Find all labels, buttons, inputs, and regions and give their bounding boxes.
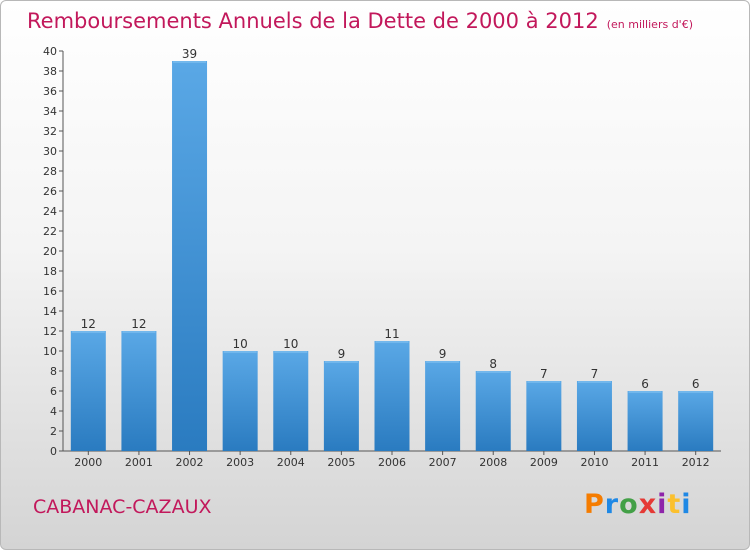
y-tick-label: 20: [43, 245, 57, 258]
data-label-2007: 9: [439, 347, 447, 361]
logo-letter: i: [657, 489, 668, 520]
commune-name: CABANAC-CAZAUX: [33, 496, 212, 518]
x-tick-label-2007: 2007: [429, 456, 457, 469]
x-tick-label-2002: 2002: [176, 456, 204, 469]
bar-2011: [627, 391, 663, 451]
bar-2000: [70, 331, 106, 451]
x-tick-label-2003: 2003: [226, 456, 254, 469]
data-label-2000: 12: [81, 317, 96, 331]
y-tick-label: 22: [43, 225, 57, 238]
x-tick-label-2010: 2010: [580, 456, 608, 469]
y-tick-label: 18: [43, 265, 57, 278]
data-label-2008: 8: [489, 357, 497, 371]
data-label-2003: 10: [233, 337, 248, 351]
data-label-2012: 6: [692, 377, 700, 391]
y-tick-label: 26: [43, 185, 57, 198]
x-tick-label-2012: 2012: [682, 456, 710, 469]
bar-2001: [121, 331, 157, 451]
logo-letter: x: [638, 489, 658, 520]
y-tick-label: 34: [43, 105, 57, 118]
data-label-2006: 11: [384, 327, 399, 341]
chart-unit: (en milliers d'€): [606, 18, 693, 31]
data-label-2011: 6: [641, 377, 649, 391]
x-tick-label-2004: 2004: [277, 456, 305, 469]
bar-2002: [172, 61, 208, 451]
y-tick-label: 16: [43, 285, 57, 298]
data-label-2004: 10: [283, 337, 298, 351]
bar-2003: [222, 351, 258, 451]
data-label-2001: 12: [131, 317, 146, 331]
bar-2007: [425, 361, 461, 451]
x-tick-label-2005: 2005: [327, 456, 355, 469]
y-tick-label: 32: [43, 125, 57, 138]
data-label-2010: 7: [591, 367, 599, 381]
x-tick-label-2011: 2011: [631, 456, 659, 469]
data-label-2009: 7: [540, 367, 548, 381]
chart-title-text: Remboursements Annuels de la Dette de 20…: [27, 9, 599, 33]
bar-2008: [475, 371, 511, 451]
logo-letter: i: [681, 489, 692, 520]
logo-letter: P: [584, 489, 605, 520]
y-tick-label: 30: [43, 145, 57, 158]
logo-letter: o: [619, 489, 639, 520]
y-tick-label: 38: [43, 65, 57, 78]
bar-2005: [323, 361, 359, 451]
data-label-2002: 39: [182, 47, 197, 61]
bar-2012: [678, 391, 714, 451]
y-tick-label: 24: [43, 205, 57, 218]
y-tick-label: 10: [43, 345, 57, 358]
y-tick-label: 14: [43, 305, 57, 318]
y-tick-label: 6: [50, 385, 57, 398]
proxiti-logo: Proxiti: [584, 489, 692, 520]
y-tick-label: 36: [43, 85, 57, 98]
logo-letter: t: [667, 489, 682, 520]
y-tick-label: 2: [50, 425, 57, 438]
bar-2009: [526, 381, 562, 451]
bar-2004: [273, 351, 309, 451]
x-tick-label-2006: 2006: [378, 456, 406, 469]
bar-2006: [374, 341, 410, 451]
bar-2010: [576, 381, 612, 451]
y-tick-label: 40: [43, 45, 57, 58]
y-tick-label: 12: [43, 325, 57, 338]
y-tick-label: 0: [50, 445, 57, 458]
x-tick-label-2008: 2008: [479, 456, 507, 469]
x-tick-label-2000: 2000: [74, 456, 102, 469]
x-tick-label-2001: 2001: [125, 456, 153, 469]
data-label-2005: 9: [338, 347, 346, 361]
y-tick-label: 8: [50, 365, 57, 378]
y-tick-label: 28: [43, 165, 57, 178]
chart-title: Remboursements Annuels de la Dette de 20…: [27, 9, 693, 33]
logo-letter: r: [604, 489, 620, 520]
y-tick-label: 4: [50, 405, 57, 418]
x-tick-label-2009: 2009: [530, 456, 558, 469]
